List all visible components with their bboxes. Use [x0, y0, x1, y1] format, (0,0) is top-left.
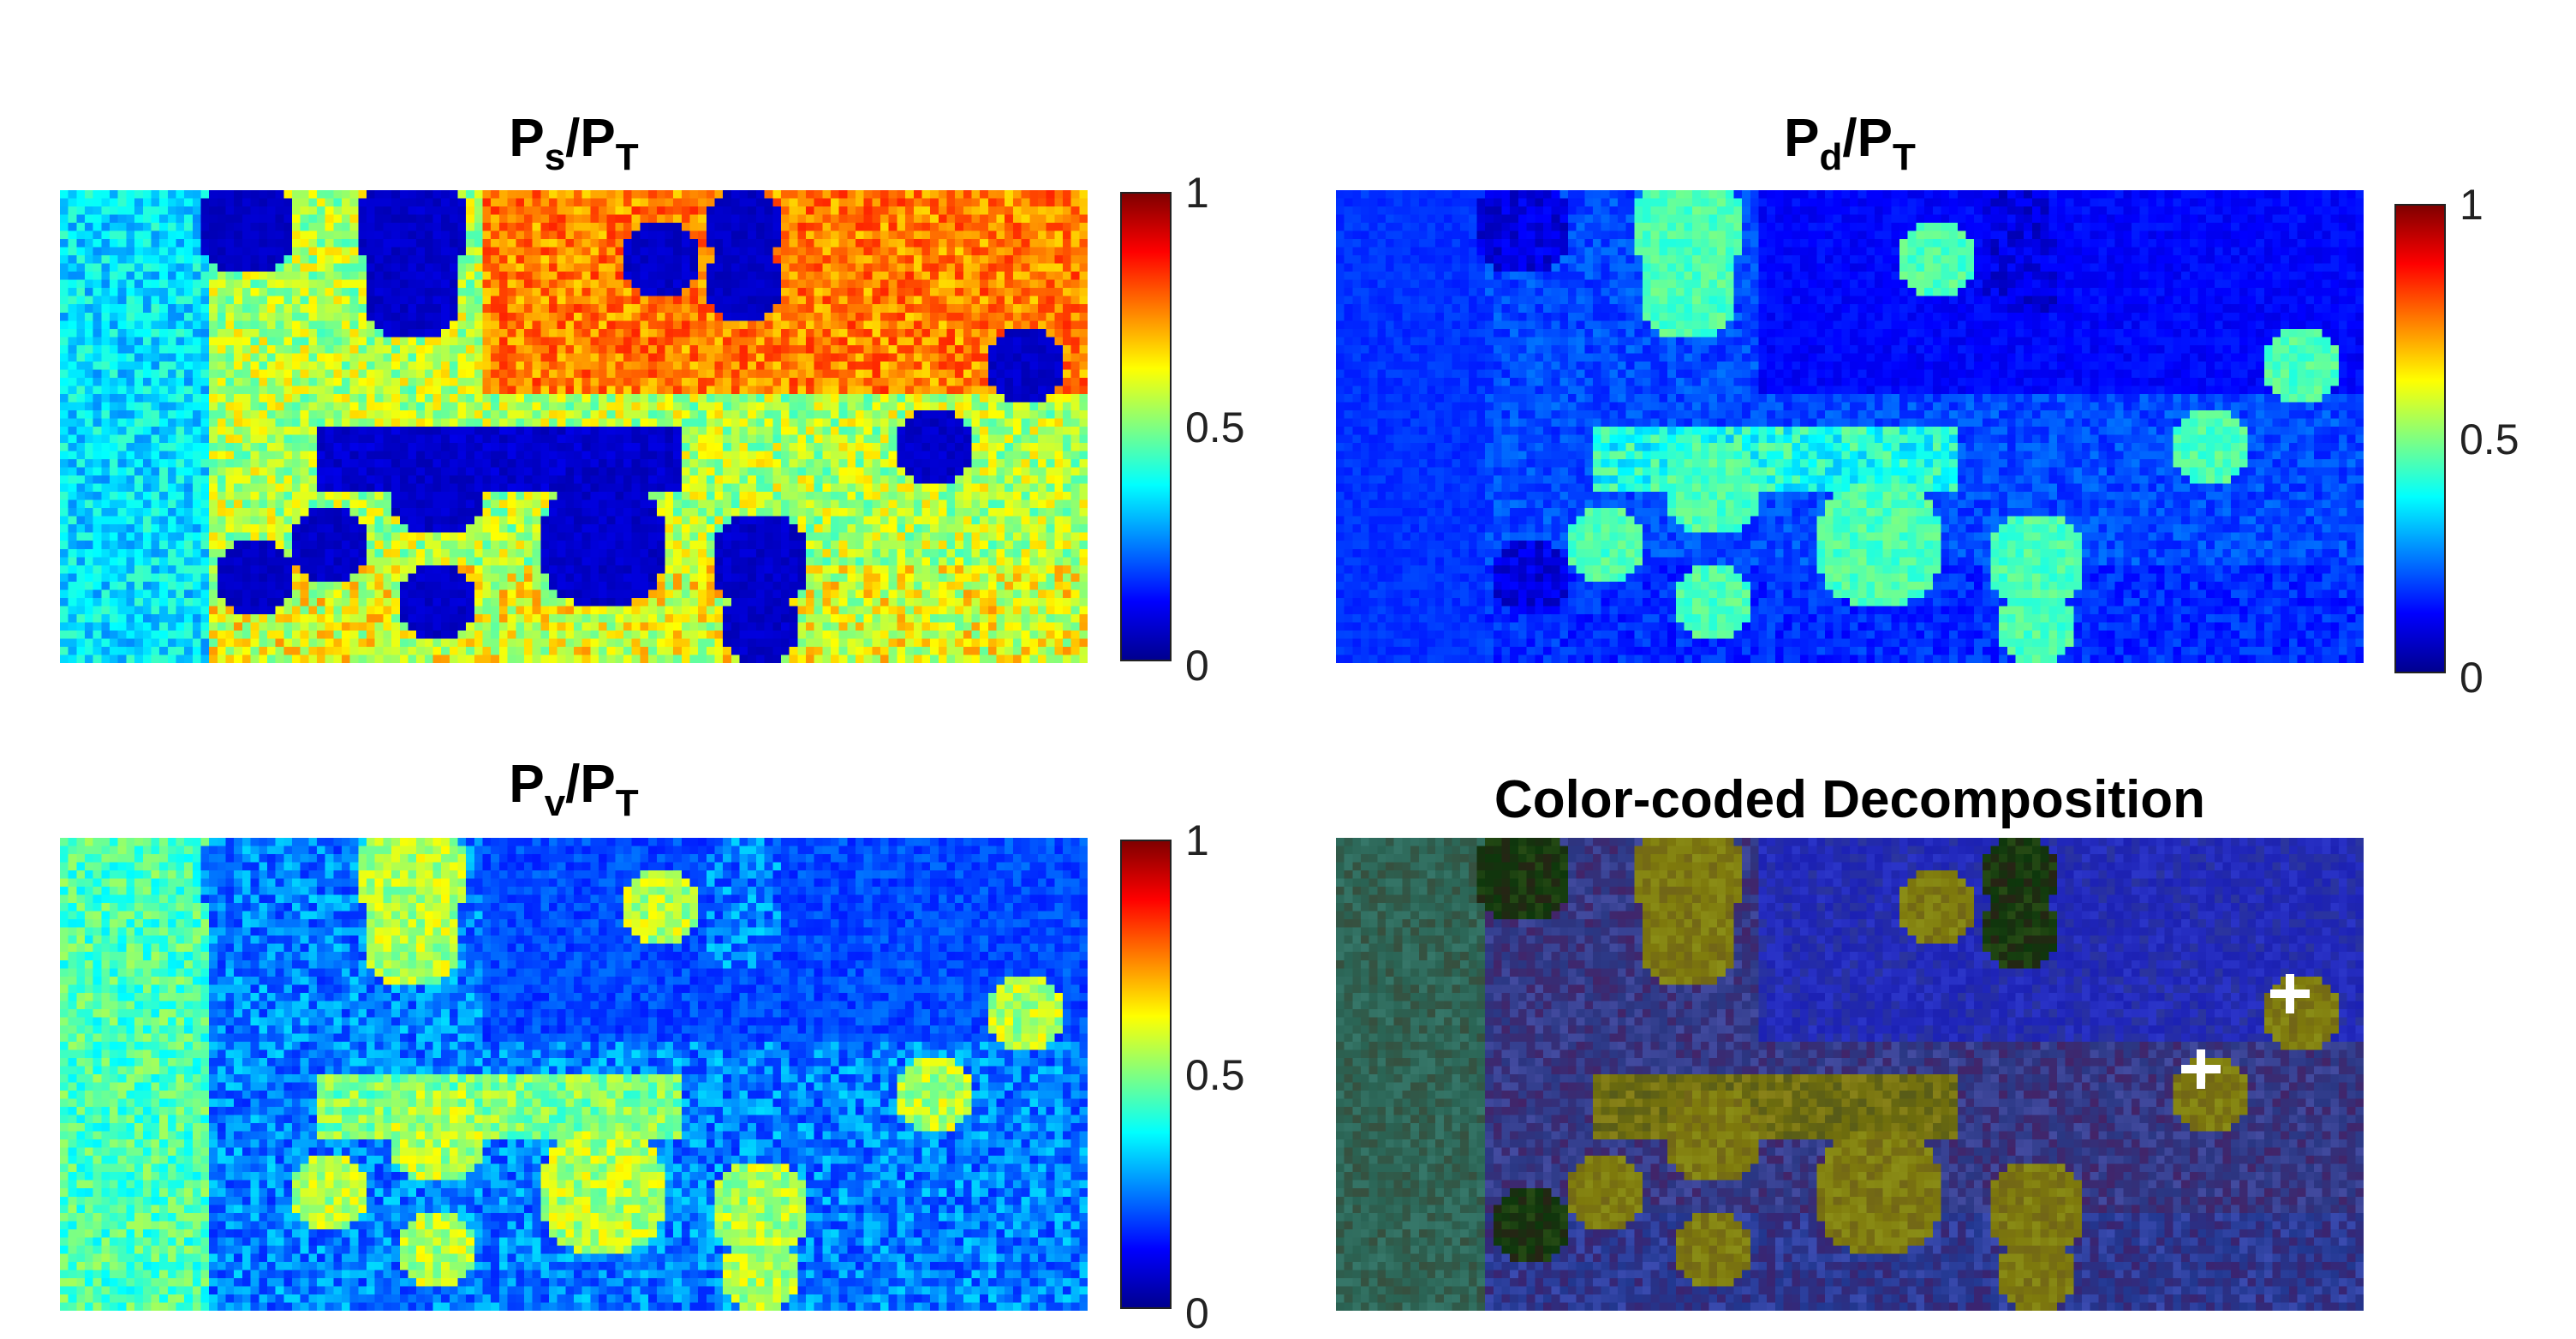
panel-title-pd: Pd/PT: [1784, 109, 1916, 178]
colorbar-tick-ps-1: 1: [1185, 169, 1209, 217]
panel-title-rgb: Color-coded Decomposition: [1494, 770, 2206, 829]
colorbar-tick-pd-1: 1: [2460, 181, 2484, 229]
colorbar-tick-ps-0: 0: [1185, 642, 1209, 690]
panel-title-pv: Pv/PT: [509, 755, 639, 824]
colorbar-tick-pv-0: 0: [1185, 1289, 1209, 1337]
plus-marker-1: [2269, 974, 2310, 1014]
heatmap-pd: [1336, 190, 2364, 663]
panel-title-ps: Ps/PT: [509, 109, 639, 178]
heatmap-pv: [60, 838, 1088, 1311]
colorbar-tick-pv-05: 0.5: [1185, 1051, 1245, 1099]
colorbar-tick-pd-05: 0.5: [2460, 415, 2519, 463]
colorbar-ps: [1120, 192, 1172, 661]
rgb-panel: [1336, 838, 2364, 1311]
colorbar-pv: [1120, 840, 1172, 1309]
heatmap-ps: [60, 190, 1088, 663]
colorbar-tick-pd-0: 0: [2460, 654, 2484, 702]
heatmap-rgb-composite: [1336, 838, 2364, 1311]
colorbar-tick-pv-1: 1: [1185, 816, 1209, 864]
colorbar-tick-ps-05: 0.5: [1185, 403, 1245, 451]
plus-marker-2: [2181, 1049, 2221, 1090]
colorbar-pd: [2394, 204, 2446, 673]
